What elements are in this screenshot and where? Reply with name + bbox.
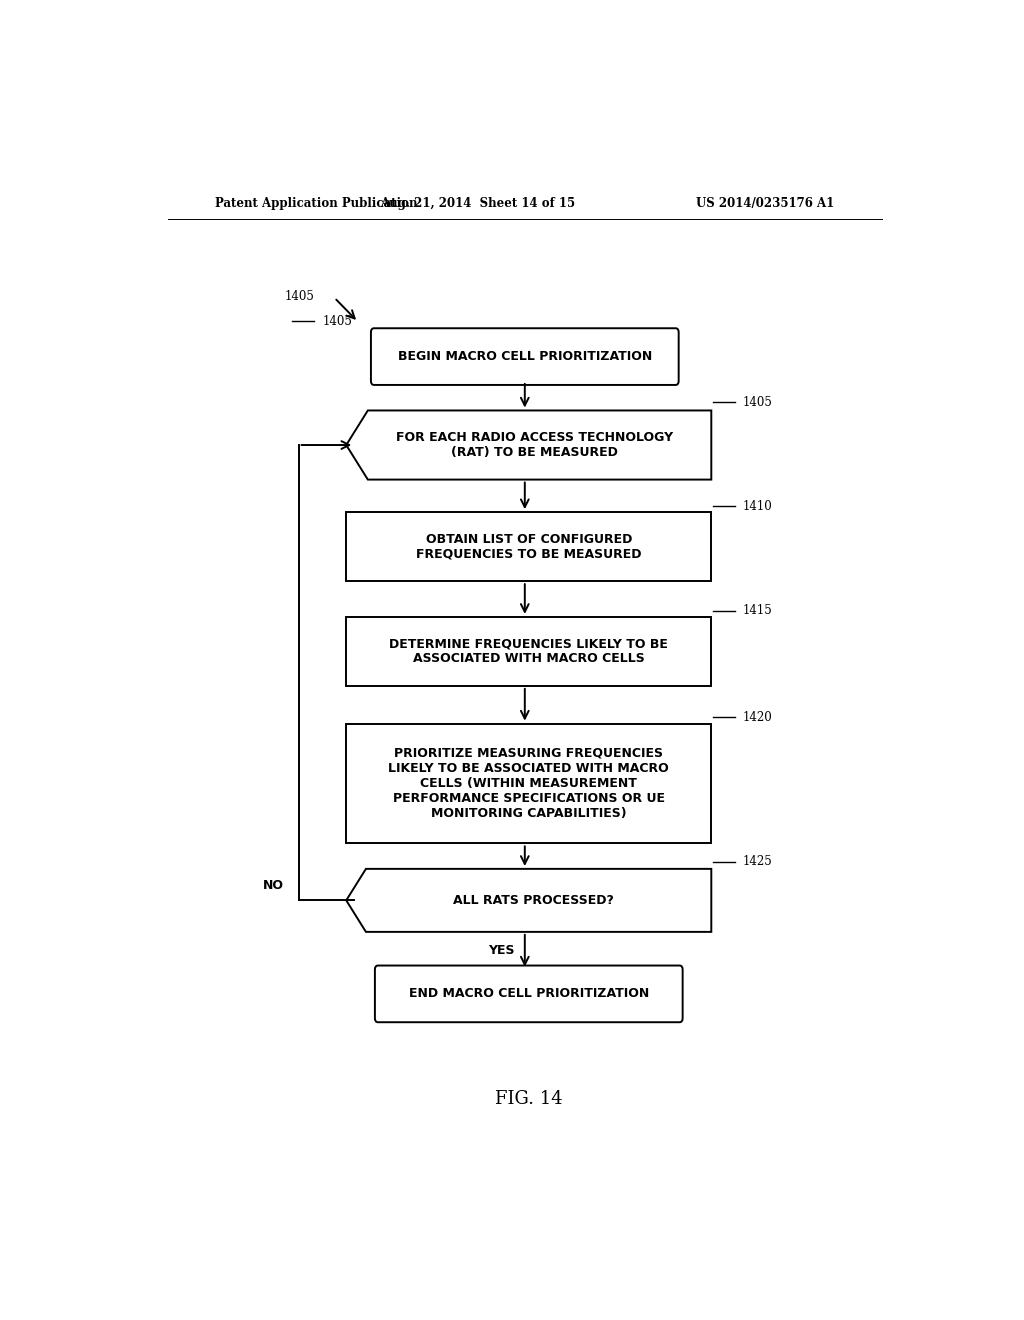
FancyBboxPatch shape [375, 965, 683, 1022]
Text: 1420: 1420 [743, 711, 773, 723]
Text: 1410: 1410 [743, 499, 773, 512]
Text: BEGIN MACRO CELL PRIORITIZATION: BEGIN MACRO CELL PRIORITIZATION [397, 350, 652, 363]
Polygon shape [346, 869, 712, 932]
Text: OBTAIN LIST OF CONFIGURED
FREQUENCIES TO BE MEASURED: OBTAIN LIST OF CONFIGURED FREQUENCIES TO… [416, 533, 641, 561]
Text: PRIORITIZE MEASURING FREQUENCIES
LIKELY TO BE ASSOCIATED WITH MACRO
CELLS (WITHI: PRIORITIZE MEASURING FREQUENCIES LIKELY … [388, 747, 669, 820]
Bar [346, 616, 712, 686]
Text: 1405: 1405 [323, 314, 352, 327]
Text: Patent Application Publication: Patent Application Publication [215, 197, 418, 210]
Text: FIG. 14: FIG. 14 [495, 1089, 562, 1107]
Text: US 2014/0235176 A1: US 2014/0235176 A1 [696, 197, 835, 210]
Text: 1425: 1425 [743, 855, 773, 869]
Polygon shape [346, 411, 712, 479]
Text: NO: NO [263, 879, 285, 891]
Text: FOR EACH RADIO ACCESS TECHNOLOGY
(RAT) TO BE MEASURED: FOR EACH RADIO ACCESS TECHNOLOGY (RAT) T… [395, 432, 673, 459]
Text: ALL RATS PROCESSED?: ALL RATS PROCESSED? [454, 894, 614, 907]
Text: 1405: 1405 [743, 396, 773, 409]
Text: DETERMINE FREQUENCIES LIKELY TO BE
ASSOCIATED WITH MACRO CELLS: DETERMINE FREQUENCIES LIKELY TO BE ASSOC… [389, 638, 669, 665]
Text: YES: YES [487, 944, 514, 957]
Text: 1405: 1405 [285, 290, 314, 304]
Text: END MACRO CELL PRIORITIZATION: END MACRO CELL PRIORITIZATION [409, 987, 649, 1001]
Text: Aug. 21, 2014  Sheet 14 of 15: Aug. 21, 2014 Sheet 14 of 15 [380, 197, 574, 210]
Text: 1415: 1415 [743, 605, 773, 618]
FancyBboxPatch shape [371, 329, 679, 385]
Bar [346, 512, 712, 581]
Bar [346, 723, 712, 843]
